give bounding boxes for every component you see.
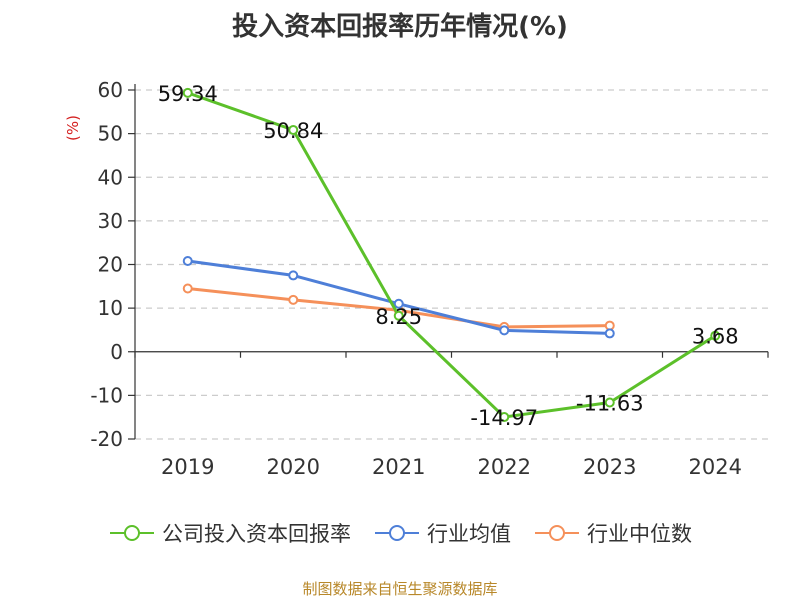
data-label: 3.68 [692, 325, 739, 349]
data-point-1 [604, 328, 615, 339]
legend-item-company[interactable]: 公司投入资本回报率 [108, 518, 351, 548]
y-axis-label: (%) [64, 115, 82, 141]
x-tick-label: 2021 [372, 455, 425, 479]
legend: 公司投入资本回报率 行业均值 行业中位数 [0, 518, 800, 548]
data-point-0 [288, 124, 299, 135]
data-point-0 [710, 330, 721, 341]
y-tick-label: -10 [90, 383, 123, 407]
chart-title: 投入资本回报率历年情况(%) [232, 12, 568, 42]
x-tick-label: 2019 [161, 455, 214, 479]
legend-item-industry-median[interactable]: 行业中位数 [533, 518, 692, 548]
data-label: 50.84 [263, 119, 323, 143]
legend-label-industry-mean: 行业均值 [427, 522, 511, 546]
data-point-1 [499, 325, 510, 336]
source-footer: 制图数据来自恒生聚源数据库 [302, 580, 498, 598]
x-tick-label: 2022 [478, 455, 531, 479]
data-point-2 [182, 283, 193, 294]
legend-marker-company [110, 525, 154, 541]
data-label: -11.63 [576, 391, 644, 415]
y-tick-label: 0 [110, 340, 123, 364]
data-point-1 [288, 270, 299, 281]
legend-label-industry-median: 行业中位数 [587, 522, 692, 546]
x-tick-label: 2024 [689, 455, 742, 479]
data-point-0 [499, 412, 510, 423]
data-point-0 [604, 397, 615, 408]
data-label: -14.97 [470, 406, 538, 430]
data-point-0 [393, 310, 404, 321]
y-tick-label: 20 [98, 253, 123, 277]
y-tick-label: 50 [98, 122, 123, 146]
data-point-2 [604, 320, 615, 331]
legend-label-company: 公司投入资本回报率 [162, 522, 351, 546]
y-tick-label: -20 [90, 427, 123, 451]
legend-marker-industry-mean [375, 525, 419, 541]
data-label: 8.25 [375, 305, 422, 329]
data-point-1 [393, 298, 404, 309]
series-line-0 [187, 91, 717, 419]
legend-item-industry-mean[interactable]: 行业均值 [373, 518, 511, 548]
data-label: 59.34 [158, 82, 218, 106]
y-tick-label: 10 [98, 296, 123, 320]
y-tick-label: 60 [98, 78, 123, 102]
data-point-0 [182, 87, 193, 98]
y-tick-label: 30 [98, 209, 123, 233]
x-tick-label: 2020 [267, 455, 320, 479]
y-tick-label: 40 [98, 165, 123, 189]
legend-marker-industry-median [535, 525, 579, 541]
data-point-1 [182, 256, 193, 267]
data-point-2 [288, 294, 299, 305]
x-tick-label: 2023 [583, 455, 636, 479]
